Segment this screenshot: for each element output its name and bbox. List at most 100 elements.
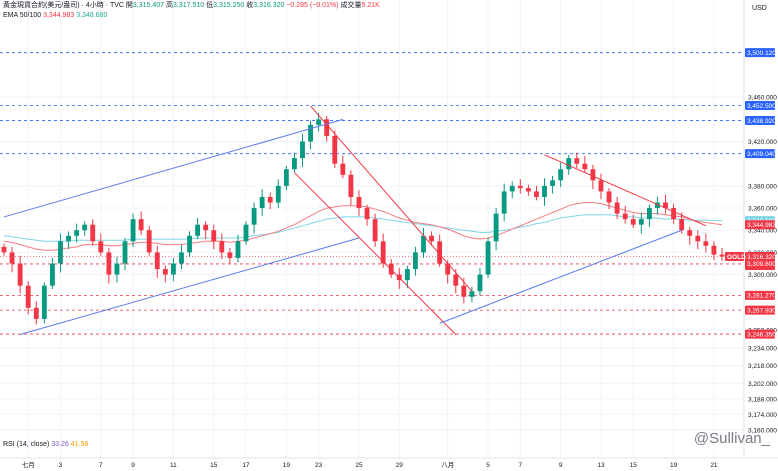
candle xyxy=(606,191,612,203)
author-watermark: @Sullivan_ xyxy=(693,430,770,447)
price-label-box xyxy=(745,290,775,300)
rsi-label: RSI (14, close) xyxy=(3,441,50,448)
candle xyxy=(501,191,507,214)
candle xyxy=(542,185,547,197)
close-value: 3,316.320 xyxy=(253,2,285,9)
price-axis: 3,460.000 3,420.000 3,380.000 3,360.000 3,34… xyxy=(725,48,777,434)
time-tick-label: 19 xyxy=(670,462,678,469)
candle xyxy=(179,252,184,264)
candle xyxy=(493,213,499,242)
candle xyxy=(429,235,434,242)
falling-resistance-line xyxy=(544,154,707,227)
candle xyxy=(283,169,289,186)
price-label: 3,246.350 xyxy=(747,331,776,338)
candle xyxy=(695,235,701,242)
trendlines xyxy=(3,105,707,335)
candle xyxy=(380,241,386,264)
price-tick-label: 3,460.000 xyxy=(748,95,777,102)
falling-channel-bottom-line xyxy=(294,172,457,335)
candle xyxy=(525,188,531,192)
price-tick-label: 3,340.000 xyxy=(748,228,777,235)
candle xyxy=(138,219,144,231)
candle xyxy=(372,219,378,242)
candle xyxy=(82,224,88,231)
candle xyxy=(445,263,451,275)
time-tick-label: 5 xyxy=(486,462,490,469)
price-tick-label: 3,188.000 xyxy=(748,396,777,403)
high-value: 3,317.510 xyxy=(173,2,205,9)
candle xyxy=(646,208,652,220)
candle xyxy=(679,219,685,231)
candle xyxy=(58,241,63,264)
price-tick-label: 3,420.000 xyxy=(748,139,777,146)
candle xyxy=(66,235,71,242)
symbol-badge xyxy=(725,251,744,261)
price-tick-label: 3,300.000 xyxy=(748,272,777,279)
candle xyxy=(421,235,426,253)
candle xyxy=(1,246,7,253)
candle xyxy=(154,252,160,270)
rising-channel-bottom-line xyxy=(19,237,360,335)
price-level-lines xyxy=(0,52,744,335)
candle xyxy=(614,202,620,214)
candle xyxy=(267,196,273,203)
price-label: 3,409.040 xyxy=(747,151,776,158)
price-label-box xyxy=(745,305,775,315)
change-value: −0.285 (−0.01%) xyxy=(286,2,339,9)
ema-label: EMA 50/100 xyxy=(3,12,42,19)
candle xyxy=(170,263,176,275)
time-tick-label: 9 xyxy=(131,462,135,469)
candle xyxy=(590,169,596,181)
candle xyxy=(9,252,15,264)
rising-support-line xyxy=(439,229,682,324)
candle xyxy=(413,252,418,270)
candle xyxy=(453,274,459,286)
time-axis: 七月 3 7 9 11 15 17 19 23 25 29 八月 5 7 9 13 15 19 21 xyxy=(22,460,718,469)
rsi-legend[interactable]: RSI (14, close) 33.26 41.58 xyxy=(3,440,88,450)
ema100-value: 3,348.680 xyxy=(76,12,108,19)
price-tick-label: 3,218.000 xyxy=(748,363,777,370)
candle xyxy=(404,269,410,281)
currency-label: USD xyxy=(752,5,767,12)
candle xyxy=(622,213,628,220)
time-tick-label: 七月 xyxy=(22,460,35,469)
candle xyxy=(485,241,491,275)
ema-legend[interactable]: EMA 50/100 3,344.983 3,348.680 xyxy=(3,11,107,21)
price-tick-label: 3,360.000 xyxy=(748,206,777,213)
time-tick-label: 15 xyxy=(630,462,638,469)
low-value: 3,315.250 xyxy=(213,2,245,9)
rising-channel-top-line xyxy=(3,118,343,218)
price-label-box xyxy=(745,116,775,126)
candle xyxy=(308,124,313,142)
candle xyxy=(251,208,257,225)
candle xyxy=(550,180,556,186)
falling-channel-top-line xyxy=(310,105,473,292)
price-tick-label: 3,234.000 xyxy=(748,345,777,352)
candle xyxy=(211,230,217,242)
price-label-box xyxy=(745,329,775,339)
time-tick-label: 11 xyxy=(170,462,177,469)
candle xyxy=(469,291,475,297)
price-label-box xyxy=(745,48,775,58)
candle xyxy=(663,202,668,209)
time-tick-label: 13 xyxy=(597,462,605,469)
candle xyxy=(259,196,265,209)
price-label: 3,316.320 xyxy=(747,254,776,261)
candle xyxy=(195,224,201,236)
candle xyxy=(122,241,128,264)
price-label-box xyxy=(745,149,775,159)
candle xyxy=(477,274,483,292)
rsi-value-2: 41.58 xyxy=(70,441,89,448)
candle xyxy=(49,263,55,286)
candle xyxy=(356,196,362,209)
candle xyxy=(17,263,23,286)
price-tick-label: 3,202.000 xyxy=(748,381,777,388)
time-tick-label: 21 xyxy=(710,462,718,469)
candle xyxy=(437,241,443,264)
volume-value: 5.21K xyxy=(361,2,380,9)
time-tick-label: 3 xyxy=(59,462,63,469)
open-value: 3,315.407 xyxy=(132,2,165,9)
time-tick-label: 19 xyxy=(283,462,291,469)
time-tick-label: 7 xyxy=(519,462,523,469)
